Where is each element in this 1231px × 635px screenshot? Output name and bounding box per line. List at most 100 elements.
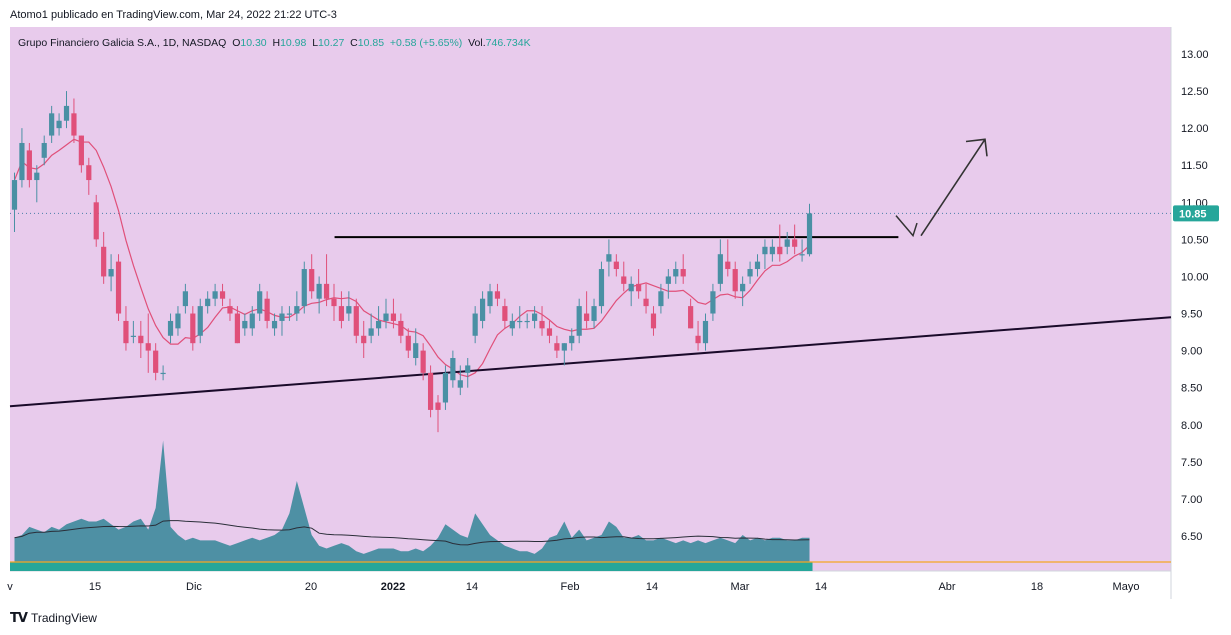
candle [784, 231, 790, 255]
candle [524, 313, 530, 329]
candle [101, 231, 107, 284]
candle [167, 313, 174, 344]
candle [219, 283, 226, 307]
candle [621, 261, 627, 292]
candle [264, 291, 270, 329]
candle [725, 239, 731, 277]
price-tick-label: 7.50 [1181, 457, 1202, 469]
brand-name[interactable]: TradingView [30, 611, 97, 625]
drawing-tools [9, 138, 1172, 408]
last-price-label: 10.85 [1179, 208, 1207, 220]
low-label: L [312, 37, 319, 49]
candle [227, 298, 233, 321]
candle [11, 172, 18, 232]
candle [598, 261, 605, 314]
up-arrow-line [920, 138, 986, 237]
candle [695, 320, 701, 351]
volume-ma-line [14, 520, 810, 546]
footer: 𝗧𝗩 TradingView [10, 610, 97, 626]
candle [123, 306, 129, 351]
high-value: 10.98 [280, 37, 307, 49]
down-arrow-icon [895, 215, 918, 238]
candle [286, 306, 293, 321]
candle [509, 313, 515, 336]
candle [138, 320, 144, 359]
high-label: H [272, 37, 281, 49]
candle [375, 306, 382, 336]
last-price-badge [1173, 205, 1219, 222]
candle [479, 291, 486, 329]
candle [361, 320, 367, 359]
candle [613, 254, 619, 277]
price-tick-label: 12.50 [1181, 86, 1209, 98]
candle [546, 320, 553, 344]
candle [323, 254, 330, 307]
time-tick-label: 14 [815, 581, 827, 593]
time-axis[interactable]: v 15 Dic 20 2022 14 Feb 14 Mar 14 Abr 18 Mayo [7, 581, 1139, 593]
candle [732, 261, 738, 299]
candle [145, 313, 151, 373]
candle [279, 306, 285, 336]
candle [539, 306, 545, 336]
candles [11, 91, 813, 433]
candle [591, 298, 597, 329]
candle [442, 365, 449, 410]
price-axis[interactable]: 13.0012.5012.0011.5011.0010.5010.009.509… [1173, 49, 1219, 543]
time-tick-label: 14 [646, 581, 658, 593]
candle [769, 239, 775, 262]
volume-series [14, 440, 810, 562]
candle [561, 343, 567, 366]
up-arrow-icon [965, 138, 988, 157]
candle [182, 283, 188, 314]
candle [702, 313, 709, 351]
candle [465, 358, 471, 388]
candle [331, 283, 337, 321]
candle [792, 224, 798, 255]
price-tick-label: 8.00 [1181, 420, 1202, 432]
volume-label: Vol. [468, 37, 486, 49]
price-ma-line [13, 138, 810, 378]
price-tick-label: 8.50 [1181, 383, 1202, 395]
tradingview-logo-icon[interactable]: 𝗧𝗩 [10, 610, 28, 625]
volume-value: 746.734K [485, 37, 531, 49]
candle [799, 239, 805, 262]
candle [153, 343, 159, 381]
time-tick-label: 14 [466, 581, 478, 593]
candle [63, 91, 70, 129]
candle [160, 365, 166, 381]
candle [257, 283, 263, 321]
candle [34, 165, 40, 203]
plot-background [10, 27, 1171, 571]
published-caption: Atomo1 publicado en TradingView.com, Mar… [10, 9, 337, 21]
candle [49, 105, 55, 143]
candle [56, 113, 62, 136]
candle [427, 365, 434, 418]
candle [576, 298, 582, 344]
candle [420, 343, 426, 381]
candle [457, 365, 463, 396]
open-value: 10.30 [240, 37, 267, 49]
legend: Grupo Financiero Galicia S.A., 1D, NASDA… [18, 37, 531, 49]
candle [584, 291, 590, 329]
symbol-name[interactable]: Grupo Financiero Galicia S.A., 1D, NASDA… [18, 37, 227, 49]
candle [487, 283, 493, 314]
price-tick-label: 13.00 [1181, 49, 1209, 61]
candle [405, 328, 411, 359]
candle [673, 261, 679, 284]
time-tick-label: 2022 [381, 581, 405, 593]
candle [205, 291, 211, 314]
candle [234, 306, 240, 344]
candle [175, 306, 181, 336]
candle [754, 254, 761, 277]
candle [197, 298, 203, 344]
support-trendline[interactable] [9, 316, 1172, 408]
candle [41, 135, 47, 166]
moving-average [13, 138, 810, 378]
candle [658, 283, 664, 314]
candle [115, 254, 122, 321]
candle [190, 306, 196, 351]
candle [309, 254, 315, 299]
candle [532, 306, 538, 329]
candle [494, 283, 501, 307]
